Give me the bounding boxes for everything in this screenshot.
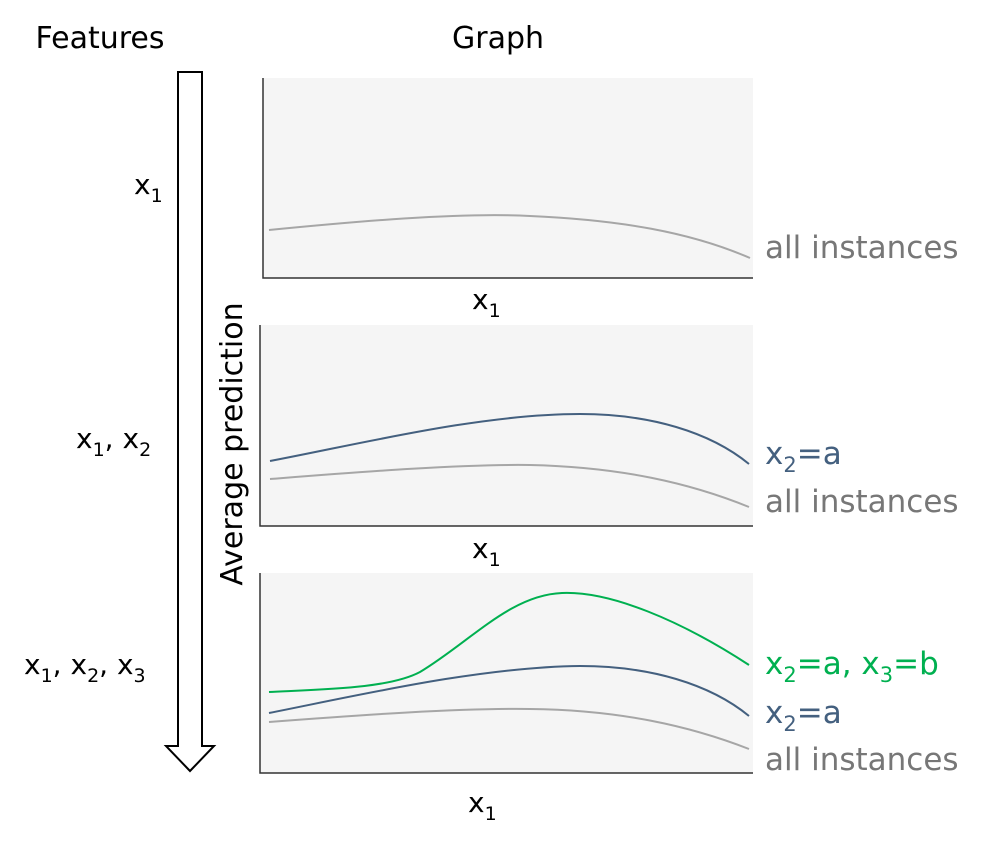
features-header: Features xyxy=(36,21,165,56)
panel-1-background xyxy=(263,78,753,278)
panel-3-curve-x2-a-x3-b xyxy=(268,591,750,693)
panel-1-curve-all-instances xyxy=(268,214,751,259)
panel-2-legend-all-instances: all instances xyxy=(765,484,959,520)
row-2-features: x1, x2 xyxy=(76,422,151,461)
panel-1-axes xyxy=(262,78,753,279)
panel-2-background xyxy=(260,325,753,526)
panel-1-legend-all-instances: all instances xyxy=(765,230,959,266)
panel-3-axes xyxy=(259,573,753,774)
panel-2-axes xyxy=(259,325,753,527)
panel-3-legend-x2-a: x2=a xyxy=(765,695,842,736)
panel-3-legend-all-instances: all instances xyxy=(765,742,959,778)
panel-3-background xyxy=(260,573,753,773)
graph-header: Graph xyxy=(452,21,544,56)
panel-2-curve-x2-a xyxy=(269,412,750,465)
panel-2-legend-x2-a: x2=a xyxy=(765,436,842,477)
panel-3-x-axis-label: x1 xyxy=(468,786,497,825)
panel-2-curve-all-instances xyxy=(269,463,750,508)
panel-1-x-axis-label: x1 xyxy=(472,283,501,322)
panel-2-x-axis-label: x1 xyxy=(472,532,501,571)
down-arrow-icon xyxy=(163,71,217,773)
y-axis-label: Average prediction xyxy=(215,302,250,585)
row-3-features: x1, x2, x3 xyxy=(24,648,146,687)
row-1-features: x1 xyxy=(134,168,163,207)
panel-3-curve-x2-a xyxy=(268,664,750,717)
panel-3-curve-all-instances xyxy=(268,707,750,750)
panel-3-legend-x2-a-x3-b: x2=a, x3=b xyxy=(765,646,939,687)
